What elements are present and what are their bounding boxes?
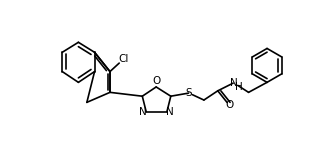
Text: N: N [230, 78, 238, 88]
Text: Cl: Cl [118, 54, 129, 64]
Text: N: N [139, 107, 147, 117]
Text: N: N [166, 107, 174, 117]
Text: S: S [185, 88, 192, 98]
Text: O: O [225, 100, 233, 110]
Text: O: O [152, 76, 160, 86]
Text: H: H [235, 82, 243, 92]
